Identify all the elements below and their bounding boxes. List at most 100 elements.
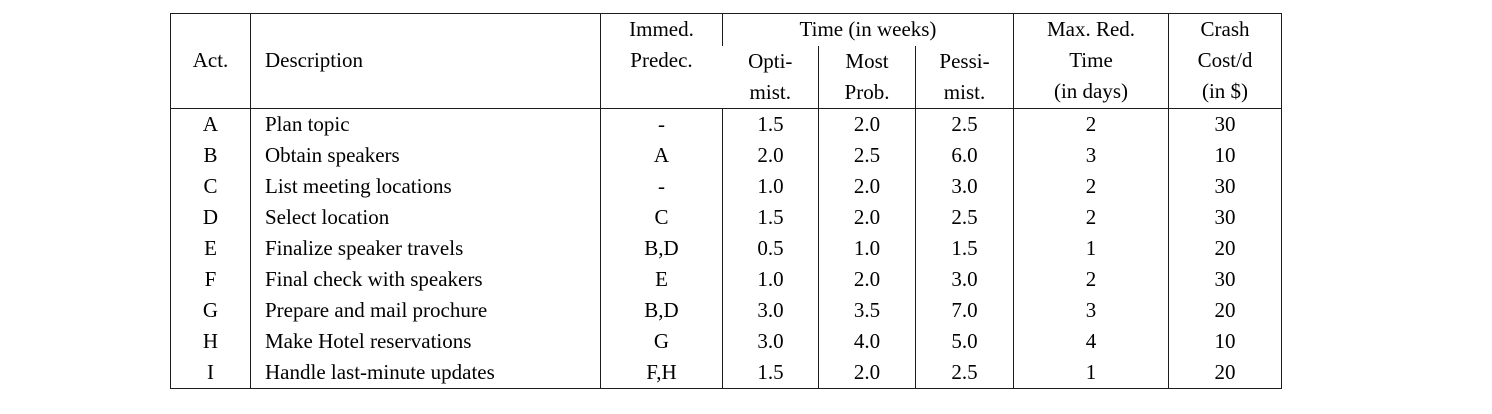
cell-most-probable: 2.0 <box>818 356 916 388</box>
cell-act: C <box>203 173 218 198</box>
header-pessimist-line2: mist. <box>943 79 986 104</box>
cell-predecessor: E <box>600 263 723 295</box>
header-most-probable-line1: Most <box>845 48 889 73</box>
cell-pessimistic: 1.5 <box>915 232 1014 264</box>
header-max-reduction-line1: Max. Red. <box>1046 17 1136 41</box>
cell-pessimistic: 2.5 <box>915 108 1014 140</box>
cell-most-probable: 2.0 <box>818 201 916 233</box>
header-description: Description <box>250 13 601 108</box>
table-row: H Make Hotel reservations G 3.0 4.0 5.0 … <box>171 325 1282 357</box>
cell-max-reduction: 3 <box>1013 294 1169 326</box>
cell-predecessor: F,H <box>600 356 723 388</box>
header-act-label: Act. <box>192 48 229 73</box>
cell-max-reduction: 1 <box>1013 356 1169 388</box>
cell-most-probable: 2.0 <box>818 108 916 140</box>
cell-optimistic: 1.0 <box>722 263 819 295</box>
cell-crash-cost: 20 <box>1168 294 1282 326</box>
cell-max-reduction: 4 <box>1013 325 1169 357</box>
cell-act: G <box>202 297 219 322</box>
cell-pessimistic: 2.5 <box>915 356 1014 388</box>
table-row: A Plan topic - 1.5 2.0 2.5 2 30 <box>171 108 1282 140</box>
cell-crash-cost: 30 <box>1168 263 1282 295</box>
table-header: Act. Description Immed. Predec. Time (in… <box>170 13 1282 109</box>
header-crash-cost-line3: (in $) <box>1201 79 1249 103</box>
cell-optimistic: 1.5 <box>722 108 819 140</box>
header-crash-cost-line1: Crash <box>1200 17 1250 41</box>
header-most-probable: Most Prob. <box>818 45 916 108</box>
cell-crash-cost: 20 <box>1168 356 1282 388</box>
cell-optimistic: 2.0 <box>722 139 819 171</box>
header-most-probable-line2: Prob. <box>844 79 890 104</box>
cell-act: H <box>202 328 219 353</box>
cell-description: Make Hotel reservations <box>250 325 601 357</box>
cell-predecessor: A <box>600 139 723 171</box>
cell-crash-cost: 30 <box>1168 170 1282 202</box>
cell-predecessor: B,D <box>600 294 723 326</box>
cell-act: B <box>203 142 218 167</box>
cell-pessimistic: 5.0 <box>915 325 1014 357</box>
cell-act: I <box>207 359 214 384</box>
cell-act: F <box>204 266 217 291</box>
header-pessimist-line1: Pessi- <box>939 48 990 73</box>
cell-description: Prepare and mail prochure <box>250 294 601 326</box>
cell-description: Handle last-minute updates <box>250 356 601 388</box>
table-row: I Handle last-minute updates F,H 1.5 2.0… <box>171 356 1282 388</box>
cell-crash-cost: 10 <box>1168 325 1282 357</box>
cell-pessimistic: 7.0 <box>915 294 1014 326</box>
cell-crash-cost: 10 <box>1168 139 1282 171</box>
cell-description: Plan topic <box>250 108 601 140</box>
cell-max-reduction: 1 <box>1013 232 1169 264</box>
cell-most-probable: 4.0 <box>818 325 916 357</box>
activity-table: Act. Description Immed. Predec. Time (in… <box>170 13 1282 389</box>
cell-act: D <box>202 204 219 229</box>
cell-max-reduction: 2 <box>1013 108 1169 140</box>
header-description-label: Description <box>265 48 363 73</box>
cell-max-reduction: 2 <box>1013 263 1169 295</box>
cell-pessimistic: 3.0 <box>915 263 1014 295</box>
header-crash-cost: Crash Cost/d (in $) <box>1168 13 1282 108</box>
header-crash-cost-line2: Cost/d <box>1197 48 1253 72</box>
table-row: C List meeting locations - 1.0 2.0 3.0 2… <box>171 170 1282 202</box>
cell-predecessor: G <box>600 325 723 357</box>
header-time-group: Time (in weeks) <box>722 13 1014 46</box>
cell-most-probable: 2.5 <box>818 139 916 171</box>
table-body: A Plan topic - 1.5 2.0 2.5 2 30 B Obtain… <box>170 108 1282 388</box>
cell-description: List meeting locations <box>250 170 601 202</box>
cell-predecessor: - <box>600 108 723 140</box>
cell-most-probable: 1.0 <box>818 232 916 264</box>
cell-most-probable: 2.0 <box>818 170 916 202</box>
cell-most-probable: 3.5 <box>818 294 916 326</box>
cell-description: Final check with speakers <box>250 263 601 295</box>
cell-pessimistic: 3.0 <box>915 170 1014 202</box>
cell-description: Select location <box>250 201 601 233</box>
header-optimist-line1: Opti- <box>748 48 793 73</box>
cell-max-reduction: 3 <box>1013 139 1169 171</box>
cell-optimistic: 1.5 <box>722 356 819 388</box>
table-row: D Select location C 1.5 2.0 2.5 2 30 <box>171 201 1282 233</box>
header-act: Act. <box>171 14 251 109</box>
cell-max-reduction: 2 <box>1013 170 1169 202</box>
table-row: F Final check with speakers E 1.0 2.0 3.… <box>171 263 1282 295</box>
header-time-group-label: Time (in weeks) <box>799 17 937 41</box>
cell-predecessor: B,D <box>600 232 723 264</box>
cell-optimistic: 3.0 <box>722 325 819 357</box>
cell-crash-cost: 20 <box>1168 232 1282 264</box>
cell-predecessor: C <box>600 201 723 233</box>
cell-description: Obtain speakers <box>250 139 601 171</box>
header-max-reduction-line2: Time <box>1069 48 1113 72</box>
table-row: G Prepare and mail prochure B,D 3.0 3.5 … <box>171 294 1282 326</box>
header-pessimist: Pessi- mist. <box>915 45 1014 108</box>
cell-predecessor: - <box>600 170 723 202</box>
cell-crash-cost: 30 <box>1168 108 1282 140</box>
table-row: B Obtain speakers A 2.0 2.5 6.0 3 10 <box>171 139 1282 171</box>
table-row: E Finalize speaker travels B,D 0.5 1.0 1… <box>171 232 1282 264</box>
cell-description: Finalize speaker travels <box>250 232 601 264</box>
cell-optimistic: 1.5 <box>722 201 819 233</box>
cell-most-probable: 2.0 <box>818 263 916 295</box>
header-immed-line1: Immed. <box>629 17 694 41</box>
cell-crash-cost: 30 <box>1168 201 1282 233</box>
cell-optimistic: 3.0 <box>722 294 819 326</box>
header-optimist-line2: mist. <box>749 79 791 104</box>
header-immed-predec: Immed. Predec. <box>600 13 723 108</box>
header-max-reduction-line3: (in days) <box>1053 79 1129 103</box>
